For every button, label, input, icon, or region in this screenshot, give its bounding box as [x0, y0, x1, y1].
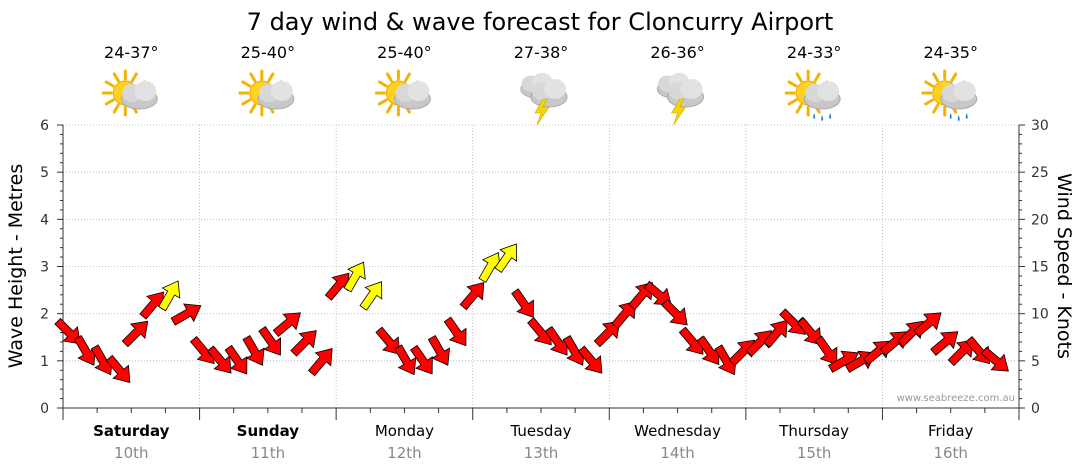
left-tick-label: 1: [40, 354, 49, 370]
right-tick-label: 10: [1031, 307, 1049, 323]
wind-arrow: [728, 339, 756, 367]
wind-arrow: [307, 348, 333, 377]
day-temp-range: 24-35°: [923, 43, 978, 62]
day-date: 11th: [251, 444, 285, 462]
wind-arrow: [879, 331, 908, 356]
day-temp-range: 25-40°: [377, 43, 432, 62]
day-name: Monday: [375, 422, 434, 440]
wind-arrow: [814, 335, 838, 366]
day-date: 12th: [387, 444, 421, 462]
sun-showers-icon: [921, 69, 978, 121]
wind-arrow: [206, 345, 232, 374]
right-tick-label: 25: [1031, 165, 1049, 181]
left-tick-label: 5: [40, 165, 49, 181]
wind-arrow: [593, 320, 621, 348]
wind-arrow: [930, 331, 959, 356]
wind-arrow: [272, 312, 301, 338]
wind-arrow: [394, 344, 417, 376]
wind-arrow: [494, 243, 518, 274]
left-axis-ticks: 0 1 2 3 4 5 6: [40, 118, 1020, 420]
wind-arrow: [158, 280, 181, 312]
right-tick-label: 15: [1031, 260, 1049, 276]
day-name: Thursday: [778, 422, 849, 440]
day-date: 15th: [797, 444, 831, 462]
wind-arrow: [258, 326, 282, 356]
wind-arrow: [170, 303, 202, 326]
partly-cloudy-icon: [101, 69, 158, 117]
day-temp-range: 24-33°: [787, 43, 842, 62]
wind-arrow: [242, 334, 265, 366]
partly-cloudy-icon: [238, 69, 295, 117]
wind-arrow: [913, 312, 942, 338]
day-date: 10th: [114, 444, 148, 462]
sun-showers-icon: [784, 69, 841, 121]
wind-arrow: [290, 330, 317, 357]
thunderstorm-icon: [656, 72, 705, 126]
wind-arrow: [459, 282, 485, 311]
right-tick-label: 5: [1031, 354, 1040, 370]
day-temp-range: 26-36°: [650, 43, 705, 62]
wind-arrow: [980, 346, 1009, 372]
left-tick-label: 2: [40, 307, 49, 323]
day-name: Wednesday: [634, 422, 721, 440]
wind-arrow: [343, 261, 366, 293]
day-name: Friday: [928, 422, 974, 440]
left-tick-label: 0: [40, 401, 49, 417]
chart-title: 7 day wind & wave forecast for Cloncurry…: [247, 8, 834, 36]
wind-arrow: [763, 319, 788, 348]
wind-arrow: [745, 330, 772, 357]
day-date: 14th: [660, 444, 694, 462]
wind-arrow: [611, 300, 637, 330]
wind-arrow: [409, 344, 433, 375]
wind-arrow: [105, 354, 131, 384]
wind-arrow: [224, 344, 248, 375]
wind-arrow: [121, 320, 149, 348]
wind-arrow: [577, 345, 603, 374]
wind-arrow: [443, 316, 467, 347]
day-date: 13th: [524, 444, 558, 462]
partly-cloudy-icon: [374, 69, 431, 117]
day-headers: 24-37° Saturday 10th 25-40° Sunday 11th 25-40°…: [93, 43, 978, 462]
left-tick-label: 6: [40, 118, 49, 134]
wind-arrow: [965, 336, 991, 365]
left-axis-label: Wave Height - Metres: [5, 164, 27, 368]
left-tick-label: 4: [40, 212, 49, 228]
left-tick-label: 3: [40, 260, 49, 276]
credit-text: www.seabreeze.com.au: [897, 393, 1015, 404]
day-name: Tuesday: [509, 422, 571, 440]
day-temp-range: 24-37°: [104, 43, 159, 62]
wind-arrow: [54, 317, 81, 345]
right-axis-label: Wind Speed - Knots: [1053, 173, 1075, 359]
right-axis-ticks: 0 5 10 15 20 25 30: [1019, 118, 1049, 417]
wind-arrow: [661, 298, 688, 326]
wind-arrow: [511, 288, 534, 318]
day-temp-range: 27-38°: [514, 43, 569, 62]
thunderstorm-icon: [520, 72, 568, 126]
day-date: 16th: [933, 444, 967, 462]
wind-arrow: [779, 308, 806, 335]
wind-arrow: [796, 317, 822, 346]
day-name: Sunday: [237, 422, 300, 440]
right-tick-label: 0: [1031, 401, 1040, 417]
right-tick-label: 30: [1031, 118, 1049, 134]
wind-arrow: [947, 339, 975, 367]
wind-arrow: [427, 334, 450, 366]
wind-arrow: [375, 326, 401, 355]
day-name: Saturday: [93, 422, 170, 440]
wind-arrow: [359, 281, 383, 311]
wind-arrow: [643, 280, 672, 306]
right-tick-label: 20: [1031, 212, 1049, 228]
day-temp-range: 25-40°: [241, 43, 296, 62]
wind-arrows: [54, 243, 1009, 384]
